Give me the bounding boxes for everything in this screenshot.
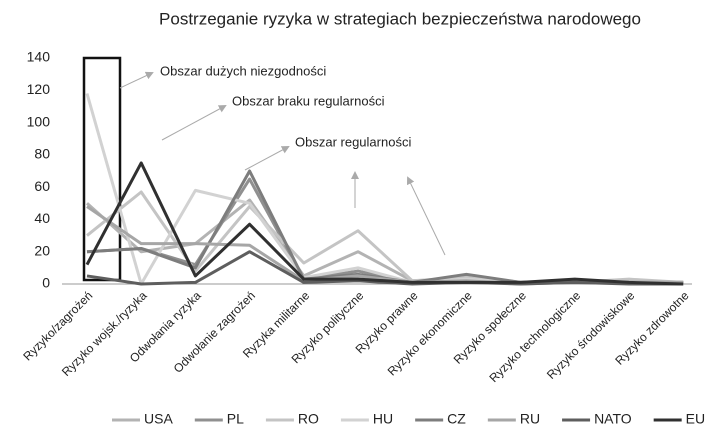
x-tick-label: Ryzyko technologiczne bbox=[486, 288, 583, 385]
y-tick-label: 140 bbox=[27, 49, 51, 65]
y-tick-label: 20 bbox=[34, 242, 50, 258]
series-line bbox=[86, 250, 684, 286]
legend-label: EU bbox=[686, 411, 705, 427]
legend-label: HU bbox=[373, 411, 393, 427]
y-tick-label: 120 bbox=[27, 81, 51, 97]
legend-label: RU bbox=[520, 411, 540, 427]
legend-label: USA bbox=[144, 411, 173, 427]
legend-label: CZ bbox=[447, 411, 466, 427]
arrows bbox=[119, 71, 446, 256]
chart-title: Postrzeganie ryzyka w strategiach bezpie… bbox=[159, 9, 641, 28]
legend-label: PL bbox=[227, 411, 244, 427]
x-tick-label: Ryzyko środowiskowe bbox=[544, 288, 638, 382]
y-tick-label: 40 bbox=[34, 210, 50, 226]
annotation: Obszar dużych niezgodności bbox=[160, 63, 326, 78]
annotation: Obszar regularności bbox=[295, 134, 411, 149]
y-tick-label: 60 bbox=[34, 178, 50, 194]
annotation: Obszar braku regularności bbox=[232, 93, 385, 108]
y-tick-label: 0 bbox=[42, 275, 50, 291]
legend-label: RO bbox=[298, 411, 319, 427]
highlight-box bbox=[82, 56, 122, 282]
legend-label: NATO bbox=[594, 411, 632, 427]
y-tick-label: 100 bbox=[27, 113, 51, 129]
y-tick-label: 80 bbox=[34, 146, 50, 162]
series-line bbox=[85, 161, 684, 286]
